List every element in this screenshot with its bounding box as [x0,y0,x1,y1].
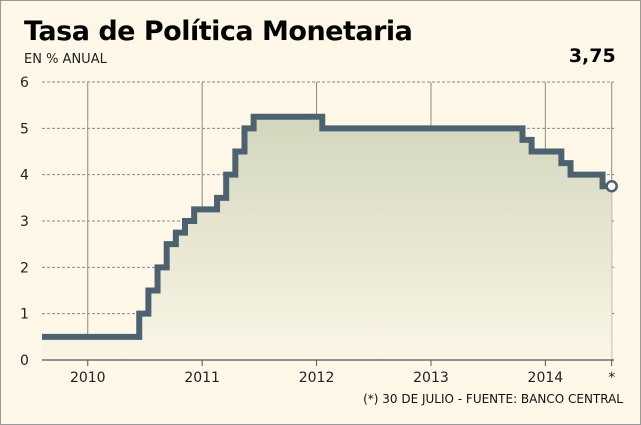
last-value-marker [605,180,618,193]
series-line [42,113,612,340]
y-tick-label: 0 [20,353,29,369]
chart-title: Tasa de Política Monetaria [24,16,413,47]
y-tick-label: 3 [20,214,29,230]
y-tick-label: 5 [20,121,29,137]
x-tick-label: 2011 [184,370,220,386]
x-tick-label: 2012 [299,370,335,386]
x-tick-label: 2013 [413,370,449,386]
x-tick-label: * [608,370,615,386]
chart-footnote: (*) 30 DE JULIO - FUENTE: BANCO CENTRAL [363,392,623,406]
y-tick-label: 2 [20,260,29,276]
last-value-label: 3,75 [569,45,616,67]
x-tick-label: 2010 [70,370,106,386]
x-tick-label: 2014 [528,370,564,386]
y-tick-label: 4 [20,168,29,184]
chart-subtitle: EN % ANUAL [24,52,107,67]
y-tick-label: 1 [20,307,29,323]
y-tick-label: 6 [20,75,29,91]
series-area [42,116,612,360]
